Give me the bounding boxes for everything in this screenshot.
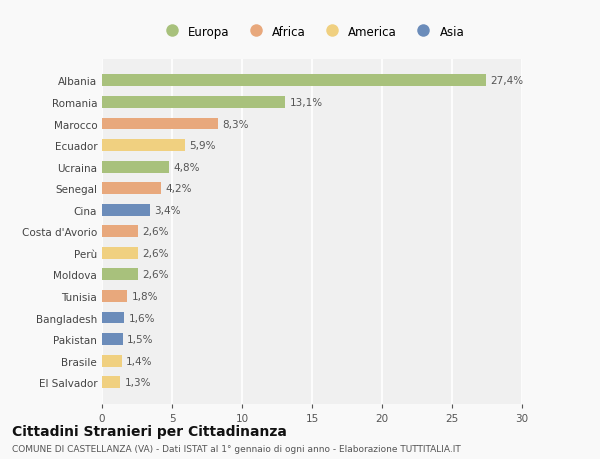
Text: Cittadini Stranieri per Cittadinanza: Cittadini Stranieri per Cittadinanza [12,425,287,438]
Bar [102,291,127,302]
Bar [102,183,161,195]
Bar [102,333,123,345]
Bar [102,75,485,87]
Text: 1,8%: 1,8% [131,291,158,301]
Text: 8,3%: 8,3% [223,119,249,129]
Bar [102,97,286,109]
Text: 1,4%: 1,4% [126,356,152,366]
Bar [102,355,122,367]
Text: 5,9%: 5,9% [189,141,215,151]
Text: 1,6%: 1,6% [128,313,155,323]
Legend: Europa, Africa, America, Asia: Europa, Africa, America, Asia [155,21,469,43]
Text: 1,5%: 1,5% [127,334,154,344]
Text: 4,2%: 4,2% [165,184,191,194]
Text: 27,4%: 27,4% [490,76,523,86]
Text: 1,3%: 1,3% [124,377,151,387]
Bar [102,376,120,388]
Bar [102,140,185,151]
Bar [102,312,124,324]
Bar [102,204,149,216]
Bar [102,269,139,281]
Bar [102,162,169,173]
Text: 2,6%: 2,6% [143,248,169,258]
Text: 13,1%: 13,1% [290,98,323,108]
Text: 2,6%: 2,6% [143,270,169,280]
Text: 4,8%: 4,8% [173,162,200,172]
Text: 3,4%: 3,4% [154,205,181,215]
Text: 2,6%: 2,6% [143,227,169,237]
Bar [102,226,139,238]
Text: COMUNE DI CASTELLANZA (VA) - Dati ISTAT al 1° gennaio di ogni anno - Elaborazion: COMUNE DI CASTELLANZA (VA) - Dati ISTAT … [12,444,461,453]
Bar [102,118,218,130]
Bar [102,247,139,259]
